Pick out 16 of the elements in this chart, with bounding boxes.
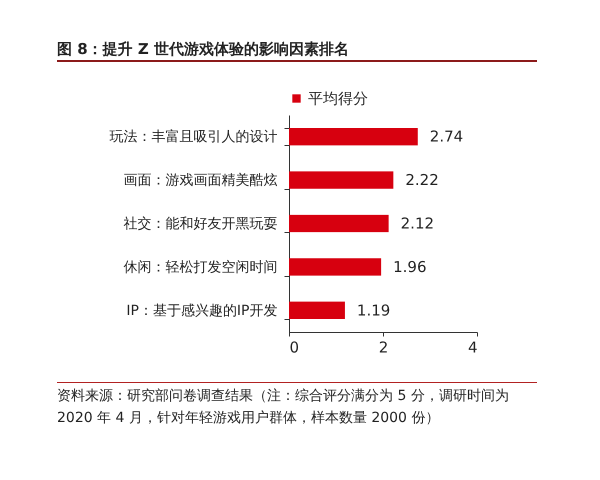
text: 资料来源：研究部问卷调查结果（注：综合评分满分为 5 分，调研时间为 2020 年 4 月，针对年轻游戏用户群体，样本数量 2000 份）	[57, 385, 537, 429]
y-tick-label: 玩法：丰富且吸引人的设计	[110, 129, 278, 146]
data-label: 2.74	[430, 128, 464, 146]
chart-title: 图 8：提升 Z 世代游戏体验的影响因素排名	[57, 40, 537, 62]
x-tick-label: 4	[468, 338, 478, 356]
y-tick-label: 休闲：轻松打发空闲时间	[124, 259, 278, 276]
legend-label: 平均得分	[308, 90, 368, 108]
y-tick-label: IP：基于感兴趣的IP开发	[126, 302, 278, 319]
data-label: 1.96	[393, 258, 427, 276]
x-tick-label: 2	[378, 338, 388, 356]
data-label: 2.12	[400, 214, 434, 232]
data-label: 1.19	[356, 301, 390, 320]
x-tick-label: 0	[290, 338, 300, 356]
data-label: 2.22	[405, 171, 439, 190]
y-tick-label: 社交：能和好友开黑玩耍	[124, 216, 278, 232]
y-tick-label: 画面：游戏画面精美酷炫	[124, 172, 278, 189]
